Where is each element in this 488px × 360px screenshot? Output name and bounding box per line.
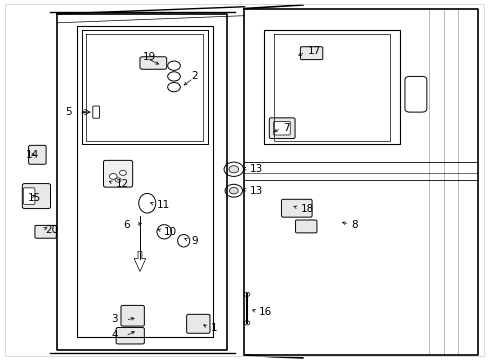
Circle shape — [109, 174, 117, 179]
Circle shape — [167, 72, 180, 81]
Circle shape — [244, 321, 249, 325]
FancyBboxPatch shape — [22, 184, 50, 208]
Text: 2: 2 — [191, 71, 197, 81]
FancyBboxPatch shape — [121, 305, 144, 326]
FancyBboxPatch shape — [29, 145, 46, 164]
FancyBboxPatch shape — [35, 225, 56, 238]
FancyBboxPatch shape — [295, 220, 316, 233]
Text: 5: 5 — [65, 107, 72, 117]
Text: 11: 11 — [157, 200, 170, 210]
Text: 4: 4 — [111, 330, 118, 341]
Text: 10: 10 — [164, 227, 177, 237]
Text: 13: 13 — [249, 186, 262, 196]
Text: 20: 20 — [45, 225, 58, 235]
FancyBboxPatch shape — [23, 188, 35, 204]
FancyBboxPatch shape — [116, 328, 144, 344]
FancyBboxPatch shape — [269, 118, 294, 139]
Text: 15: 15 — [28, 193, 41, 203]
FancyBboxPatch shape — [300, 47, 322, 60]
Text: 3: 3 — [111, 314, 118, 324]
Circle shape — [119, 170, 126, 175]
Circle shape — [228, 166, 238, 173]
Text: 18: 18 — [300, 203, 313, 213]
Text: 14: 14 — [26, 150, 39, 160]
Text: 1: 1 — [210, 323, 217, 333]
FancyBboxPatch shape — [186, 314, 209, 333]
Circle shape — [167, 82, 180, 92]
FancyBboxPatch shape — [103, 160, 132, 187]
Circle shape — [244, 292, 249, 296]
Text: 16: 16 — [259, 307, 272, 317]
Text: 19: 19 — [142, 52, 155, 62]
Circle shape — [229, 188, 238, 194]
FancyBboxPatch shape — [273, 121, 289, 135]
Text: 6: 6 — [123, 220, 130, 230]
Text: 8: 8 — [351, 220, 357, 230]
Circle shape — [224, 184, 242, 197]
FancyArrow shape — [134, 251, 145, 271]
FancyBboxPatch shape — [93, 106, 100, 118]
Ellipse shape — [157, 225, 171, 239]
Circle shape — [224, 162, 243, 176]
Circle shape — [167, 61, 180, 70]
Ellipse shape — [139, 193, 156, 213]
FancyBboxPatch shape — [281, 199, 311, 217]
FancyBboxPatch shape — [140, 57, 166, 69]
Text: 13: 13 — [249, 164, 262, 174]
Text: 7: 7 — [283, 123, 289, 133]
Ellipse shape — [177, 234, 189, 247]
Text: 12: 12 — [116, 179, 129, 189]
Text: 17: 17 — [307, 46, 320, 57]
Text: 9: 9 — [191, 236, 197, 246]
Circle shape — [115, 178, 121, 182]
FancyBboxPatch shape — [404, 76, 426, 112]
